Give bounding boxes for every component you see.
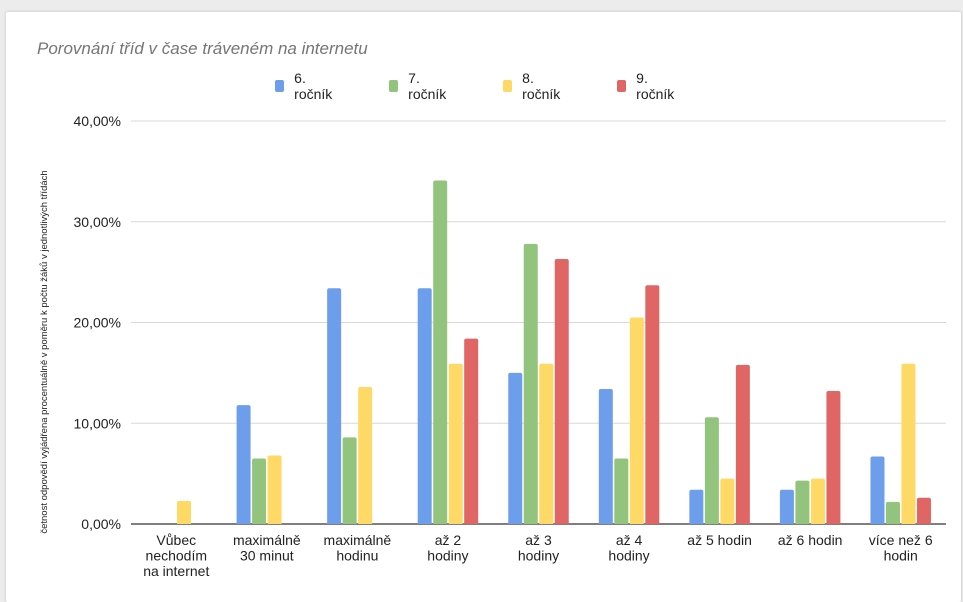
bar <box>720 478 735 524</box>
bar <box>417 288 432 524</box>
bar <box>870 456 885 524</box>
bar <box>614 458 629 524</box>
bar <box>464 338 479 524</box>
legend-swatch-9-rocnik <box>617 80 627 92</box>
bar <box>327 288 342 524</box>
x-tick-label: maximálně 30 minut <box>233 532 301 564</box>
legend-swatch-8-rocnik <box>503 80 513 92</box>
x-tick-label: až 6 hodin <box>778 532 843 548</box>
legend-label: 7. ročník <box>408 70 447 102</box>
bar <box>629 317 644 524</box>
x-tick-label: maximálně hodinu <box>324 532 392 564</box>
bar <box>598 388 613 524</box>
bar <box>433 180 448 524</box>
bar <box>795 480 810 524</box>
bar <box>704 417 719 524</box>
y-tick-label: 10,00% <box>74 415 121 431</box>
bars <box>177 180 931 525</box>
bar <box>539 363 554 524</box>
legend-item-9-rocnik: 9. ročník <box>617 70 677 102</box>
bar <box>916 497 931 524</box>
legend-swatch-6-rocnik <box>275 80 285 92</box>
bar <box>735 364 750 524</box>
y-tick-labels: 0,00% 10,00% 20,00% 30,00% 40,00% <box>74 113 121 532</box>
x-tick-label: Vůbec nechodím na internet <box>143 532 209 579</box>
bar <box>177 500 192 524</box>
bar <box>267 455 282 524</box>
legend-item-8-rocnik: 8. ročník <box>503 70 563 102</box>
bar <box>779 489 794 524</box>
gridlines <box>131 120 946 525</box>
legend-swatch-7-rocnik <box>389 80 399 92</box>
bar <box>523 243 538 525</box>
legend-label: 8. ročník <box>522 70 561 102</box>
y-tick-label: 0,00% <box>81 516 121 532</box>
x-tick-label: až 3 hodiny <box>518 532 559 564</box>
bar <box>901 363 916 524</box>
bar <box>885 501 900 524</box>
y-tick-label: 30,00% <box>74 214 121 230</box>
bar <box>252 458 267 524</box>
bar <box>826 391 841 524</box>
bar <box>236 405 251 524</box>
x-tick-label: až 4 hodiny <box>608 532 649 564</box>
bar <box>645 285 660 524</box>
x-tick-label: až 2 hodiny <box>427 532 468 564</box>
bar <box>358 386 373 524</box>
y-tick-label: 40,00% <box>74 113 121 129</box>
x-tick-label: více než 6 hodin <box>869 532 933 564</box>
x-tick-labels: Vůbec nechodím na internet maximálně 30 minu… <box>143 532 933 579</box>
legend-label: 6. ročník <box>294 70 333 102</box>
y-tick-label: 20,00% <box>74 315 121 331</box>
bar <box>508 372 523 524</box>
bar <box>689 489 704 524</box>
legend-item-7-rocnik: 7. ročník <box>389 70 449 102</box>
x-tick-label: až 5 hodin <box>687 532 752 548</box>
legend-item-6-rocnik: 6. ročník <box>275 70 335 102</box>
bar <box>342 437 357 524</box>
y-axis-label: četnost odpovědí vyjádřena procentuálně … <box>39 170 50 533</box>
chart-title: Porovnání tříd v čase tráveném na intern… <box>37 39 368 58</box>
bar <box>554 259 569 524</box>
bar <box>448 363 463 524</box>
legend-label: 9. ročník <box>636 70 675 102</box>
bar <box>810 478 825 524</box>
